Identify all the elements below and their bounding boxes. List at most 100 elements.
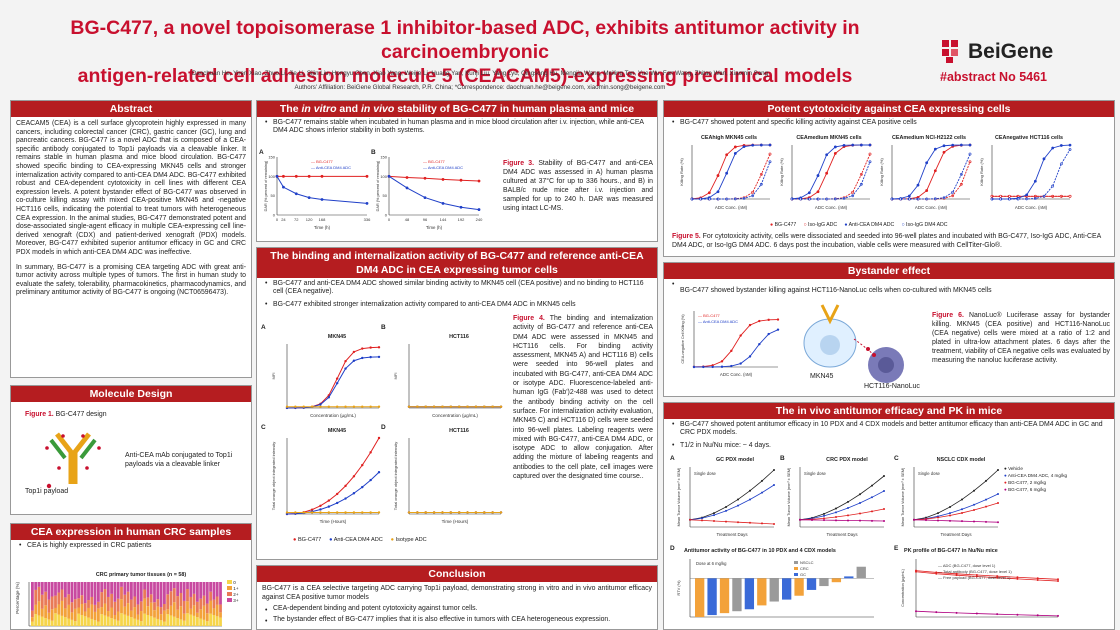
crc-bar-segment	[169, 582, 173, 592]
invivo-panel-d: D	[670, 545, 675, 552]
stab-b-point	[387, 174, 391, 178]
crc-bar-segment	[159, 582, 163, 608]
crc-bar-segment	[169, 591, 173, 606]
crc-bar-segment	[126, 591, 130, 604]
crc-bar-segment	[202, 605, 206, 620]
molecule-design-panel: Molecule Design Figure 1. BG-C477 design…	[10, 385, 252, 515]
stab-b-point	[459, 178, 463, 182]
pk-legend-label: — Total antibody (BG-C477, dose level 1)	[938, 569, 1012, 574]
crc-bar-segment	[110, 593, 113, 608]
stab-a-point	[294, 192, 298, 196]
stability-chart-b: 0 50 100 150 0 48 96 144 192 240 Time (h) DAR (% pe…	[376, 155, 483, 231]
cy-4-series-2	[991, 144, 1071, 200]
bystander-panel: Bystander effect BG-C477 showed bystande…	[663, 262, 1115, 397]
invivo-panel: The in vivo antitumor efficacy and PK in…	[663, 402, 1115, 630]
pk-point	[1057, 614, 1059, 617]
cytotoxicity-panel: Potent cytotoxicity against CEA expressi…	[663, 100, 1115, 257]
crc-bar-segment	[64, 617, 67, 626]
wf-legend-label: NSCLC	[800, 560, 814, 565]
crc-bar-segment	[199, 618, 203, 626]
wf-ylabel: RTV (%)	[676, 580, 681, 596]
crc-bar-segment	[126, 582, 130, 592]
crc-bar-segment	[103, 582, 107, 590]
crc-bar-segment	[64, 608, 67, 618]
bind-c-xlabel: Time (Hours)	[320, 519, 347, 524]
figure-4-text: The binding and internalization activity…	[513, 315, 653, 481]
iv-a-single-dose: Single dose	[694, 471, 717, 476]
abstract-heading: Abstract	[11, 101, 251, 117]
stab-a-ytick: 100	[268, 174, 275, 179]
crc-bar-segment	[40, 594, 44, 609]
stab-b-legend-2: — Anti-CEA DM4 ADC	[423, 165, 463, 170]
bystander-cell-diagram-icon	[803, 304, 904, 383]
crc-bar-segment	[179, 582, 183, 593]
crc-bar-segment	[126, 603, 130, 616]
crc-bar-segment	[60, 615, 64, 626]
crc-bar-segment	[123, 614, 127, 626]
crc-bar-segment	[113, 582, 117, 602]
crc-bar-segment	[67, 618, 71, 626]
crc-bar-segment	[189, 582, 193, 597]
crc-bar-segment	[100, 614, 104, 626]
invivo-heading: The in vivo antitumor efficacy and PK in…	[664, 403, 1114, 419]
stab-a-legend-2: — Anti-CEA DM4 ADC	[311, 165, 351, 170]
crc-bar-segment	[106, 611, 110, 617]
crc-bar-segment	[64, 597, 67, 609]
crc-bar-segment	[80, 595, 84, 604]
stab-b-point	[441, 202, 445, 205]
wf-legend-swatch	[794, 567, 798, 570]
cy-3-series-3	[891, 153, 971, 200]
crc-bar-segment	[93, 604, 97, 612]
crc-bar-segment	[212, 599, 216, 609]
stab-a-point	[307, 174, 311, 178]
stab-a-point	[275, 174, 279, 178]
payload-label: Top1i payload	[25, 488, 69, 495]
stab-b-ylabel: DAR (% percent of remaining)	[376, 160, 380, 211]
crc-bar-segment	[163, 582, 166, 604]
crc-bar-segment	[54, 607, 57, 614]
crc-bar-segment	[70, 582, 74, 603]
crc-bar-segment	[186, 613, 189, 626]
figure-5-label: Figure 5.	[672, 233, 701, 240]
binding-panel-d: D	[381, 424, 386, 431]
wf-legend-label: GC	[800, 572, 806, 577]
crc-bar-segment	[40, 582, 44, 595]
cytotoxicity-heading: Potent cytotoxicity against CEA expressi…	[664, 101, 1114, 117]
bind-b-ylabel: MFI	[393, 373, 398, 380]
crc-bar-segment	[103, 589, 107, 604]
invivo-bullet-1: BG-C477 showed potent antitumor efficacy…	[664, 419, 1114, 440]
crc-bar-segment	[215, 596, 219, 605]
crc-bar-segment	[192, 582, 196, 594]
crc-bar-segment	[90, 582, 94, 597]
crc-bar-segment	[73, 621, 77, 626]
crc-bar-segment	[50, 609, 54, 621]
stab-b-legend-1: — BG-C477	[423, 159, 446, 164]
iv-a-xlabel: Treatment Days	[716, 532, 748, 537]
cy-1-series-1	[691, 153, 771, 200]
crc-bar-segment	[156, 618, 160, 626]
crc-bar-segment	[139, 611, 143, 622]
wf-bar	[719, 578, 730, 614]
iv-a-series-1	[689, 484, 775, 521]
crc-bar-segment	[77, 613, 80, 626]
crc-bar-segment	[156, 599, 160, 607]
wf-legend-label: CRC	[800, 566, 809, 571]
crc-bar-segment	[47, 582, 51, 600]
stab-b-point	[441, 178, 445, 181]
cytotox-title-1: CEAhigh MKN45 cells	[700, 135, 757, 141]
crc-bar-segment	[34, 582, 38, 590]
crc-bar-segment	[163, 610, 166, 622]
crc-bar-segment	[196, 617, 199, 626]
invivo-chart-b: Single dose Treatment Days Mean Tumor Volu…	[787, 467, 885, 537]
crc-bar-segment	[57, 614, 61, 626]
crc-bar-segment	[186, 601, 189, 614]
crc-bar-segment	[146, 615, 150, 626]
wf-bar	[757, 578, 767, 606]
crc-bar-segment	[153, 617, 156, 626]
crc-bar-segment	[100, 582, 104, 593]
crc-bar-segment	[97, 582, 100, 602]
invivo-title-b: CRC PDX model	[826, 457, 868, 463]
crc-bar-segment	[136, 614, 140, 620]
crc-bar-segment	[136, 604, 140, 615]
stab-a-ylabel: DAR (% percent of remaining)	[264, 160, 268, 211]
